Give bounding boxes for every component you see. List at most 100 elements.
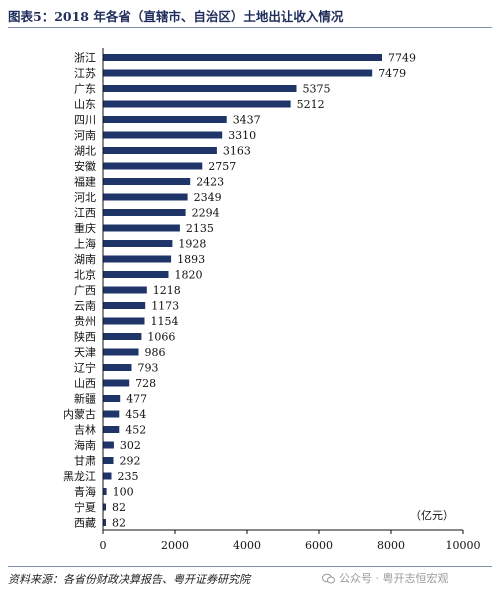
x-tick-label: 2000	[161, 539, 189, 552]
wechat-icon	[322, 573, 335, 583]
x-tick-label: 4000	[233, 539, 261, 552]
value-label: 3163	[223, 145, 251, 158]
value-label: 1154	[151, 315, 179, 328]
category-label: 青海	[74, 485, 96, 499]
category-label: 北京	[74, 268, 96, 282]
value-label: 2294	[192, 207, 220, 220]
value-label: 7749	[388, 52, 416, 65]
value-label: 302	[120, 439, 141, 452]
bar	[103, 472, 112, 480]
bar	[103, 410, 120, 418]
bar	[103, 457, 114, 464]
bar	[103, 224, 180, 232]
value-label: 5375	[303, 83, 331, 96]
category-label: 四川	[74, 114, 96, 127]
value-label: 7479	[378, 67, 406, 80]
bar	[103, 209, 186, 216]
value-label: 2423	[196, 176, 224, 189]
category-label: 甘肃	[74, 455, 96, 468]
value-label: 452	[125, 424, 146, 437]
bar	[103, 364, 132, 371]
category-label: 新疆	[74, 392, 96, 406]
bar	[103, 317, 145, 325]
bar	[103, 147, 217, 154]
category-label: 云南	[74, 300, 96, 313]
category-label: 湖北	[74, 145, 96, 158]
category-label: 安徽	[74, 159, 96, 173]
bar	[103, 395, 121, 402]
value-label: 986	[145, 346, 166, 359]
bar	[103, 100, 291, 108]
bar	[103, 441, 114, 449]
x-tick-label: 6000	[305, 539, 333, 552]
bar	[103, 302, 146, 309]
value-label: 82	[112, 517, 126, 530]
source-divider	[8, 566, 492, 567]
bar	[103, 503, 106, 511]
category-label: 重庆	[74, 221, 96, 235]
bar	[103, 178, 191, 185]
x-tick-label: 10000	[446, 539, 481, 552]
value-label: 454	[125, 408, 146, 421]
category-label: 上海	[74, 237, 96, 251]
bar	[103, 85, 297, 92]
value-label: 3310	[228, 129, 256, 142]
category-label: 吉林	[74, 423, 96, 437]
bar	[103, 519, 106, 526]
category-label: 湖南	[74, 253, 96, 266]
category-label: 贵州	[74, 315, 96, 328]
value-label: 3437	[233, 114, 261, 127]
category-label: 山西	[74, 377, 96, 390]
category-label: 宁夏	[74, 500, 96, 514]
value-label: 235	[118, 470, 139, 483]
value-label: 2757	[208, 160, 236, 173]
category-label: 河南	[74, 129, 96, 142]
title-divider	[8, 27, 492, 28]
value-label: 82	[112, 501, 126, 514]
bar	[103, 131, 223, 139]
value-label: 2135	[186, 222, 214, 235]
category-label: 江西	[74, 207, 96, 220]
bar	[103, 271, 169, 278]
value-label: 1066	[147, 331, 175, 344]
value-label: 5212	[297, 98, 325, 111]
source-note: 资料来源：各省份财政决算报告、粤开证券研究院	[8, 573, 250, 586]
category-label: 河北	[74, 191, 96, 204]
bar	[103, 426, 120, 433]
category-label: 广西	[74, 284, 96, 297]
bar	[103, 69, 373, 77]
category-label: 浙江	[74, 52, 96, 65]
category-label: 广东	[74, 83, 96, 96]
category-label: 黑龙江	[63, 470, 96, 483]
bar	[103, 255, 172, 263]
category-label: 福建	[74, 175, 96, 189]
value-label: 1893	[177, 253, 205, 266]
category-label: 海南	[74, 438, 96, 452]
category-label: 辽宁	[74, 361, 96, 375]
bar	[103, 348, 139, 356]
watermark-text: 公众号 · 粤开志恒宏观	[339, 572, 449, 585]
category-label: 江苏	[74, 67, 96, 80]
bar	[103, 286, 147, 294]
value-label: 1928	[178, 238, 206, 251]
watermark: 公众号 · 粤开志恒宏观	[322, 570, 449, 586]
value-label: 793	[138, 362, 159, 375]
x-tick-label: 8000	[377, 539, 405, 552]
x-tick-label: 0	[100, 539, 107, 552]
value-label: 728	[135, 377, 156, 390]
axes-layer: 浙江江苏广东山东四川河南湖北安徽福建河北江西重庆上海湖南北京广西云南贵州陕西天津…	[63, 48, 481, 552]
bar	[103, 333, 142, 340]
category-label: 山东	[74, 98, 96, 111]
value-label: 1820	[175, 269, 203, 282]
value-label: 100	[113, 486, 134, 499]
bar	[103, 54, 382, 61]
bar	[103, 116, 227, 123]
category-label: 内蒙古	[63, 407, 96, 421]
value-label: 2349	[194, 191, 222, 204]
category-label: 西藏	[74, 517, 96, 530]
figure-title: 图表5：2018 年各省（直辖市、自治区）土地出让收入情况	[8, 9, 344, 24]
bar	[103, 488, 107, 495]
value-label: 1173	[151, 300, 179, 313]
category-label: 天津	[74, 346, 96, 359]
